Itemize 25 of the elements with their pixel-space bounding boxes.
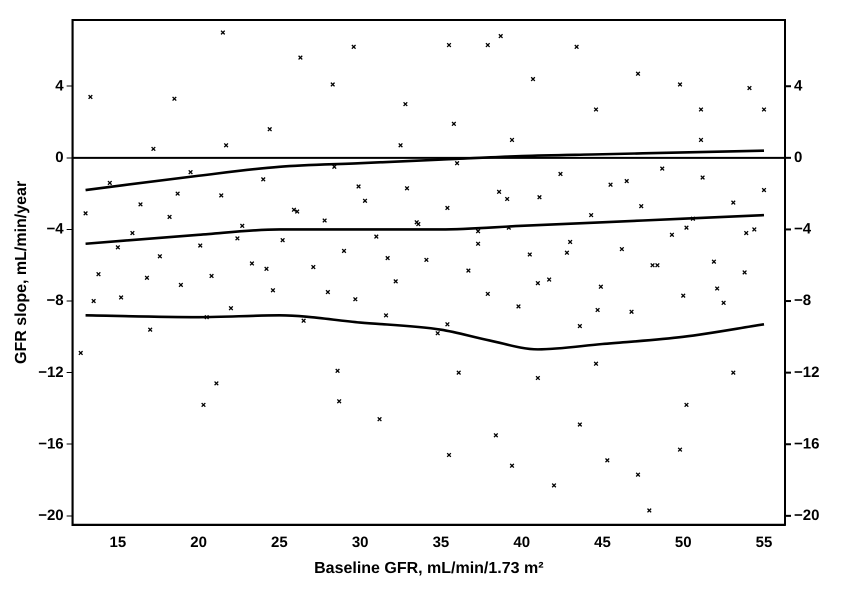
x-tick-label: 55	[756, 534, 772, 551]
y-axis-title: GFR slope, mL/min/year	[13, 180, 30, 364]
y2-tick-label: −4	[794, 220, 812, 238]
y-tick-label: −16	[38, 435, 64, 452]
y-tick-label: −12	[38, 364, 64, 381]
y2-tick-label: −16	[794, 435, 820, 452]
x-tick-label: 35	[432, 534, 450, 551]
y-tick-label: 0	[55, 148, 64, 166]
x-tick-label: 30	[352, 534, 369, 551]
y2-tick-label: 4	[794, 77, 803, 94]
y-tick-label: −20	[38, 506, 64, 524]
y2-tick-label: −12	[794, 364, 820, 381]
y2-tick-label: 0	[794, 148, 802, 166]
x-tick-label: 45	[594, 534, 611, 551]
x-tick-label: 25	[271, 534, 288, 551]
x-axis-title: Baseline GFR, mL/min/1.73 m²	[314, 560, 544, 577]
y2-tick-label: −8	[794, 292, 812, 310]
y2-tick-label: −20	[794, 506, 820, 524]
x-tick-label: 40	[513, 534, 530, 551]
y-tick-label: −4	[46, 220, 64, 238]
y-tick-label: −8	[46, 292, 64, 310]
x-tick-label: 20	[190, 534, 207, 551]
y-tick-label: 4	[55, 77, 64, 94]
x-tick-label: 50	[674, 534, 692, 551]
x-tick-label: 15	[110, 534, 126, 551]
